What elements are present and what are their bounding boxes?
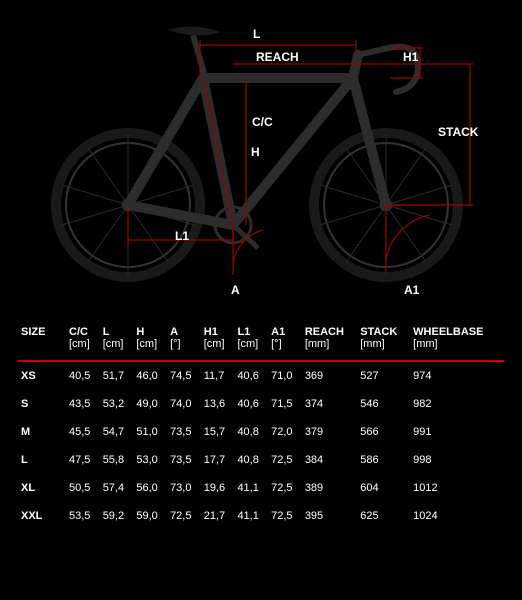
label-h1: H1 bbox=[403, 50, 418, 64]
table-cell: 40,8 bbox=[234, 418, 268, 446]
geometry-table: SIZEC/C[cm]L[cm]H[cm]A[°]H1[cm]L1[cm]A1[… bbox=[18, 318, 504, 530]
table-header-cell: A[°] bbox=[167, 318, 201, 361]
geometry-diagram: L REACH H1 STACK C/C H L1 A A1 bbox=[18, 0, 504, 300]
table-cell: 13,6 bbox=[201, 390, 235, 418]
table-cell: 74,0 bbox=[167, 390, 201, 418]
table-header-row: SIZEC/C[cm]L[cm]H[cm]A[°]H1[cm]L1[cm]A1[… bbox=[18, 318, 504, 361]
table-cell: 72,5 bbox=[167, 502, 201, 530]
table-cell: 369 bbox=[302, 361, 357, 390]
label-h: H bbox=[251, 145, 260, 159]
table-cell: 53,0 bbox=[133, 446, 167, 474]
table-cell: 53,5 bbox=[66, 502, 100, 530]
table-cell: 41,1 bbox=[234, 474, 268, 502]
table-cell: 604 bbox=[357, 474, 410, 502]
table-header-cell: H1[cm] bbox=[201, 318, 235, 361]
table-cell: XXL bbox=[18, 502, 66, 530]
table-cell: 71,0 bbox=[268, 361, 302, 390]
table-cell: 40,8 bbox=[234, 446, 268, 474]
table-cell: 974 bbox=[410, 361, 504, 390]
table-cell: 54,7 bbox=[100, 418, 134, 446]
table-cell: 49,0 bbox=[133, 390, 167, 418]
table-cell: 73,0 bbox=[167, 474, 201, 502]
table-cell: 389 bbox=[302, 474, 357, 502]
bike-svg bbox=[18, 0, 504, 300]
table-cell: 1024 bbox=[410, 502, 504, 530]
table-cell: 991 bbox=[410, 418, 504, 446]
table-row: M45,554,751,073,515,740,872,0379566991 bbox=[18, 418, 504, 446]
table-cell: 72,0 bbox=[268, 418, 302, 446]
table-cell: 40,5 bbox=[66, 361, 100, 390]
label-cc: C/C bbox=[252, 115, 273, 129]
table-row: L47,555,853,073,517,740,872,5384586998 bbox=[18, 446, 504, 474]
table-cell: 73,5 bbox=[167, 418, 201, 446]
table-cell: 56,0 bbox=[133, 474, 167, 502]
table-header-cell: L1[cm] bbox=[234, 318, 268, 361]
table-cell: 41,1 bbox=[234, 502, 268, 530]
label-l: L bbox=[253, 27, 260, 41]
table-cell: 998 bbox=[410, 446, 504, 474]
table-cell: 46,0 bbox=[133, 361, 167, 390]
table-cell: XS bbox=[18, 361, 66, 390]
table-cell: M bbox=[18, 418, 66, 446]
table-cell: 55,8 bbox=[100, 446, 134, 474]
table-cell: 586 bbox=[357, 446, 410, 474]
table-cell: 47,5 bbox=[66, 446, 100, 474]
table-cell: 73,5 bbox=[167, 446, 201, 474]
table-header-cell: SIZE bbox=[18, 318, 66, 361]
table-header-cell: REACH[mm] bbox=[302, 318, 357, 361]
table-header-cell: STACK[mm] bbox=[357, 318, 410, 361]
table-cell: L bbox=[18, 446, 66, 474]
label-a1: A1 bbox=[404, 283, 419, 297]
table-cell: 384 bbox=[302, 446, 357, 474]
table-cell: 546 bbox=[357, 390, 410, 418]
table-row: S43,553,249,074,013,640,671,5374546982 bbox=[18, 390, 504, 418]
table-row: XS40,551,746,074,511,740,671,0369527974 bbox=[18, 361, 504, 390]
table-cell: 50,5 bbox=[66, 474, 100, 502]
table-cell: 374 bbox=[302, 390, 357, 418]
label-a: A bbox=[231, 283, 240, 297]
table-header-cell: A1[°] bbox=[268, 318, 302, 361]
table-cell: S bbox=[18, 390, 66, 418]
table-header-cell: H[cm] bbox=[133, 318, 167, 361]
table-cell: 51,0 bbox=[133, 418, 167, 446]
table-cell: 527 bbox=[357, 361, 410, 390]
table-cell: 40,6 bbox=[234, 390, 268, 418]
table-cell: 625 bbox=[357, 502, 410, 530]
table-cell: 74,5 bbox=[167, 361, 201, 390]
table-cell: 59,0 bbox=[133, 502, 167, 530]
table-header-cell: L[cm] bbox=[100, 318, 134, 361]
table-cell: 53,2 bbox=[100, 390, 134, 418]
table-row: XXL53,559,259,072,521,741,172,5395625102… bbox=[18, 502, 504, 530]
table-header-cell: WHEELBASE[mm] bbox=[410, 318, 504, 361]
table-cell: 19,6 bbox=[201, 474, 235, 502]
table-row: XL50,557,456,073,019,641,172,53896041012 bbox=[18, 474, 504, 502]
table-cell: 395 bbox=[302, 502, 357, 530]
table-cell: 1012 bbox=[410, 474, 504, 502]
table-cell: 72,5 bbox=[268, 446, 302, 474]
table-cell: 11,7 bbox=[201, 361, 235, 390]
label-reach: REACH bbox=[256, 50, 299, 64]
table-cell: 45,5 bbox=[66, 418, 100, 446]
table-cell: 15,7 bbox=[201, 418, 235, 446]
table-cell: 59,2 bbox=[100, 502, 134, 530]
table-cell: 566 bbox=[357, 418, 410, 446]
table-cell: 379 bbox=[302, 418, 357, 446]
table-cell: 17,7 bbox=[201, 446, 235, 474]
table-cell: 72,5 bbox=[268, 474, 302, 502]
table-cell: 72,5 bbox=[268, 502, 302, 530]
table-cell: 51,7 bbox=[100, 361, 134, 390]
table-cell: 982 bbox=[410, 390, 504, 418]
table-cell: 57,4 bbox=[100, 474, 134, 502]
table-cell: 40,6 bbox=[234, 361, 268, 390]
label-l1: L1 bbox=[175, 229, 189, 243]
table-body: XS40,551,746,074,511,740,671,0369527974S… bbox=[18, 361, 504, 530]
table-cell: 71,5 bbox=[268, 390, 302, 418]
table-cell: 43,5 bbox=[66, 390, 100, 418]
table-header-cell: C/C[cm] bbox=[66, 318, 100, 361]
label-stack: STACK bbox=[438, 125, 478, 139]
table-cell: XL bbox=[18, 474, 66, 502]
table-cell: 21,7 bbox=[201, 502, 235, 530]
